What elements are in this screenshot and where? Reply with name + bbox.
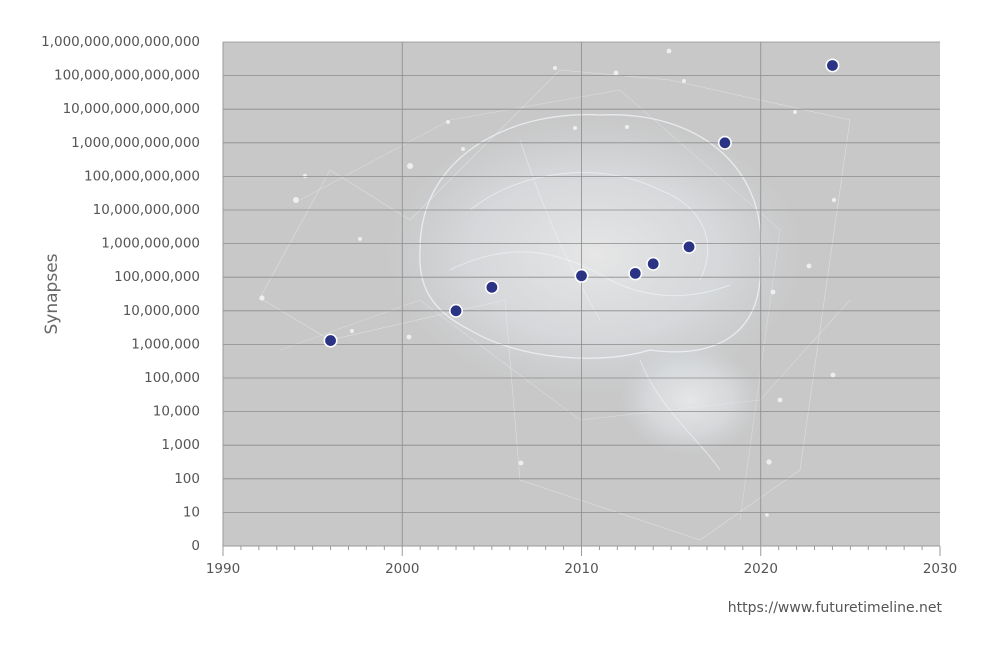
data-point <box>574 268 589 283</box>
y-tick-label: 100,000,000,000 <box>84 168 200 184</box>
x-tick-label: 1990 <box>206 561 240 577</box>
y-tick-label: 100,000,000,000,000 <box>54 68 200 84</box>
y-tick-labels: 0 10 100 1,000 10,000 100,000 1,000,000 10,000,… <box>41 34 200 554</box>
x-tick-label: 2010 <box>564 561 598 577</box>
y-tick-label: 1,000,000,000 <box>101 236 200 252</box>
y-tick-label: 100 <box>174 471 200 487</box>
y-tick-label: 10,000 <box>153 404 200 420</box>
y-tick-label: 1,000,000,000,000 <box>71 135 200 151</box>
x-tick-label: 2020 <box>744 561 778 577</box>
data-point <box>825 58 840 73</box>
data-point <box>646 256 661 271</box>
data-point <box>449 303 464 318</box>
data-point <box>717 135 732 150</box>
grid-lines <box>223 41 940 546</box>
x-tick-label: 2030 <box>923 561 957 577</box>
y-tick-label: 1,000,000,000,000,000 <box>41 34 200 50</box>
data-point <box>484 280 499 295</box>
y-tick-label: 0 <box>191 538 200 554</box>
y-tick-label: 10,000,000,000,000 <box>63 101 200 117</box>
data-points <box>323 58 840 348</box>
y-tick-label: 1,000 <box>161 437 200 453</box>
y-tick-label: 10 <box>183 504 200 520</box>
source-url: https://www.futuretimeline.net <box>727 600 942 616</box>
data-point <box>682 239 697 254</box>
y-tick-label: 100,000,000 <box>114 269 200 285</box>
y-tick-label: 1,000,000 <box>131 336 200 352</box>
y-tick-label: 10,000,000 <box>123 303 200 319</box>
data-point <box>628 266 643 281</box>
x-tick-labels: 1990 2000 2010 2020 2030 <box>206 561 957 577</box>
y-tick-label: 100,000 <box>144 370 200 386</box>
data-point <box>323 333 338 348</box>
x-tick-label: 2000 <box>385 561 419 577</box>
y-tick-label: 10,000,000,000 <box>93 202 200 218</box>
axes <box>222 42 941 556</box>
brain-illustration <box>259 48 851 541</box>
y-axis-title: Synapses <box>42 253 62 334</box>
